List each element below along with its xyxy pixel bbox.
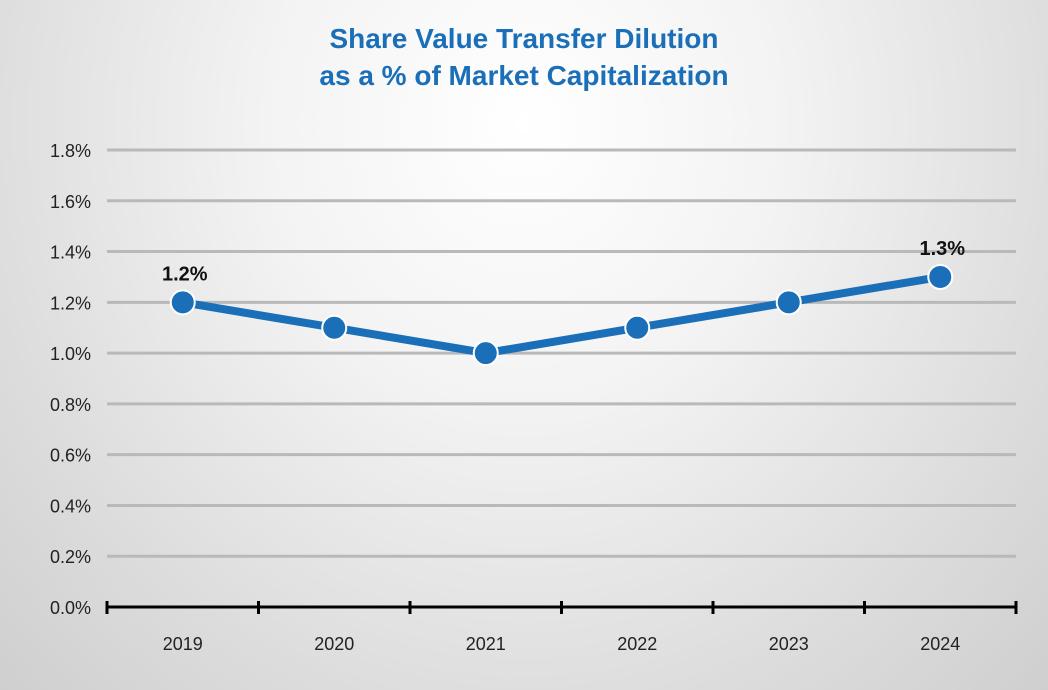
y-tick-label: 0.8%	[50, 395, 91, 415]
y-tick-label: 0.4%	[50, 496, 91, 516]
data-point	[775, 289, 802, 316]
data-point	[321, 314, 348, 341]
data-label: 1.2%	[162, 263, 208, 285]
y-tick-label: 1.6%	[50, 192, 91, 212]
data-point	[169, 289, 196, 316]
x-tick-label: 2020	[314, 634, 354, 654]
y-tick-label: 1.8%	[50, 141, 91, 161]
chart-title-line-2: as a % of Market Capitalization	[319, 60, 729, 91]
x-tick-label: 2022	[617, 634, 657, 654]
chart-title-line-1: Share Value Transfer Dilution	[329, 23, 719, 54]
y-tick-label: 1.2%	[50, 293, 91, 313]
series-line	[178, 272, 945, 358]
data-point	[927, 263, 954, 290]
data-label: 1.3%	[919, 238, 965, 260]
y-tick-label: 0.6%	[50, 446, 91, 466]
x-tick-label: 2019	[163, 634, 203, 654]
data-point	[624, 314, 651, 341]
chart-title: Share Value Transfer Dilution as a % of …	[0, 20, 1048, 94]
y-tick-label: 0.2%	[50, 547, 91, 567]
data-point	[472, 340, 499, 367]
y-tick-label: 1.4%	[50, 243, 91, 263]
y-tick-label: 0.0%	[50, 598, 91, 618]
x-tick-label: 2021	[466, 634, 506, 654]
y-tick-label: 1.0%	[50, 344, 91, 364]
x-tick-label: 2023	[769, 634, 809, 654]
x-tick-label: 2024	[920, 634, 960, 654]
